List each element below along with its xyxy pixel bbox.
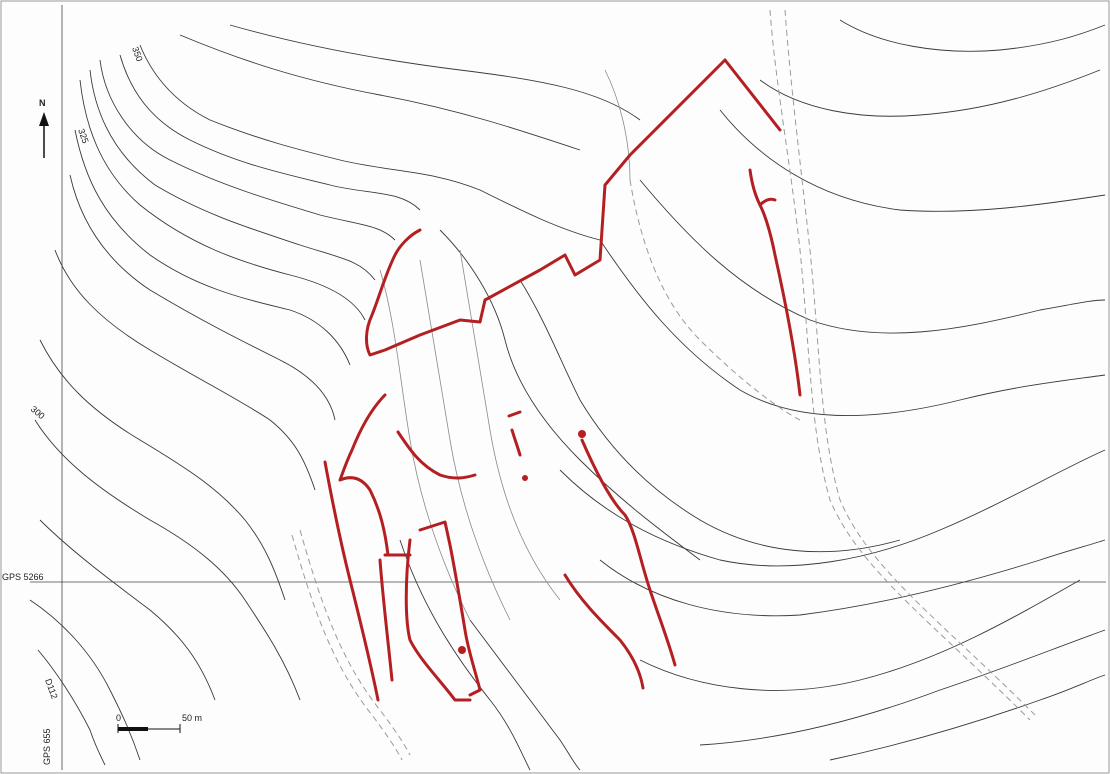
scale-end-label: 50 m — [182, 713, 202, 723]
grid-label-vertical: GPS 655 — [42, 728, 52, 765]
wall-features — [323, 58, 802, 702]
contour-label-350: 350 — [130, 45, 145, 63]
north-arrow-icon — [39, 112, 49, 158]
scale-bar — [117, 724, 181, 733]
contour-lines-light — [379, 69, 631, 621]
road-label: D112 — [43, 677, 60, 700]
scale-start-label: 0 — [116, 713, 121, 723]
grid-label-horizontal: GPS 5266 — [2, 572, 44, 582]
contour-label-325: 325 — [76, 127, 91, 145]
north-label: N — [39, 98, 46, 108]
contour-lines — [29, 19, 1106, 771]
contour-label-300: 300 — [29, 404, 47, 421]
dashed-paths — [291, 9, 1036, 761]
